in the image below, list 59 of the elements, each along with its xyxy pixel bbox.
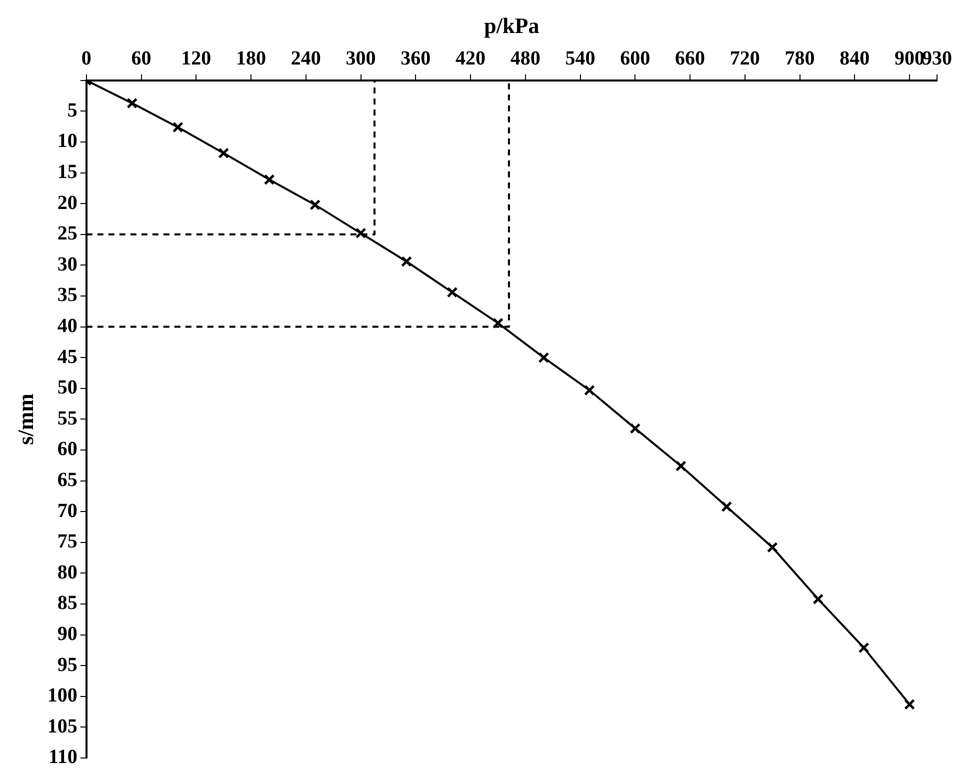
x-axis-title: p/kPa <box>484 12 540 38</box>
y-tick-label: 15 <box>57 160 78 183</box>
point <box>355 228 366 239</box>
point <box>310 199 321 210</box>
point <box>538 352 550 364</box>
x-tick-label: 660 <box>675 48 706 70</box>
x-tick-label: 540 <box>565 48 596 70</box>
point <box>584 384 595 396</box>
point <box>630 422 641 434</box>
y-tick-label: 105 <box>47 715 78 738</box>
point <box>401 256 412 267</box>
x-tick-label: 60 <box>131 48 152 70</box>
x-tick-label: 840 <box>840 48 870 70</box>
x-tick-label: 780 <box>784 48 815 70</box>
y-tick-label: 75 <box>57 530 78 553</box>
point <box>721 501 732 512</box>
y-tick-label: 55 <box>57 407 78 430</box>
point <box>904 698 916 710</box>
y-tick-label: 85 <box>57 592 78 614</box>
point <box>172 122 184 133</box>
y-tick-label: 70 <box>57 500 78 522</box>
x-tick-label: 720 <box>730 48 760 70</box>
y-tick-label: 40 <box>57 314 78 337</box>
x-tick-label: 420 <box>456 48 486 70</box>
x-tick-label: 0 <box>81 48 92 70</box>
x-tick-label: 930 <box>922 48 952 70</box>
x-tick-label: 240 <box>290 48 321 70</box>
x-tick-label: 900 <box>894 48 925 70</box>
point <box>446 286 458 298</box>
y-tick-label: 25 <box>57 222 78 245</box>
y-tick-label: 30 <box>57 253 78 276</box>
point <box>492 318 504 329</box>
y-tick-label: 60 <box>57 438 78 460</box>
x-tick-label: 180 <box>236 48 266 70</box>
y-tick-label: 50 <box>57 376 78 399</box>
point <box>126 98 138 109</box>
x-tick-label: 600 <box>620 48 650 70</box>
x-tick-label: 120 <box>181 48 212 70</box>
y-tick-label: 90 <box>57 622 78 645</box>
point <box>766 542 778 553</box>
x-tick-label: 300 <box>346 48 376 70</box>
point <box>218 148 230 159</box>
y-tick-label: 80 <box>57 561 78 584</box>
x-tick-label: 480 <box>510 48 540 70</box>
y-tick-label: 95 <box>57 654 78 676</box>
point <box>264 174 275 186</box>
y-tick-label: 10 <box>57 130 78 152</box>
y-tick-label: 35 <box>57 284 78 306</box>
y-tick-label: 5 <box>67 99 78 122</box>
y-tick-label: 45 <box>57 346 78 368</box>
y-tick-label: 100 <box>47 684 78 707</box>
point <box>858 642 870 654</box>
y-axis-title: s/mm <box>12 394 38 445</box>
y-tick-label: 20 <box>57 192 78 214</box>
point <box>675 460 686 472</box>
x-tick-label: 360 <box>400 48 431 70</box>
y-tick-label: 65 <box>57 468 78 491</box>
point <box>812 594 824 605</box>
y-tick-label: 110 <box>48 746 78 768</box>
